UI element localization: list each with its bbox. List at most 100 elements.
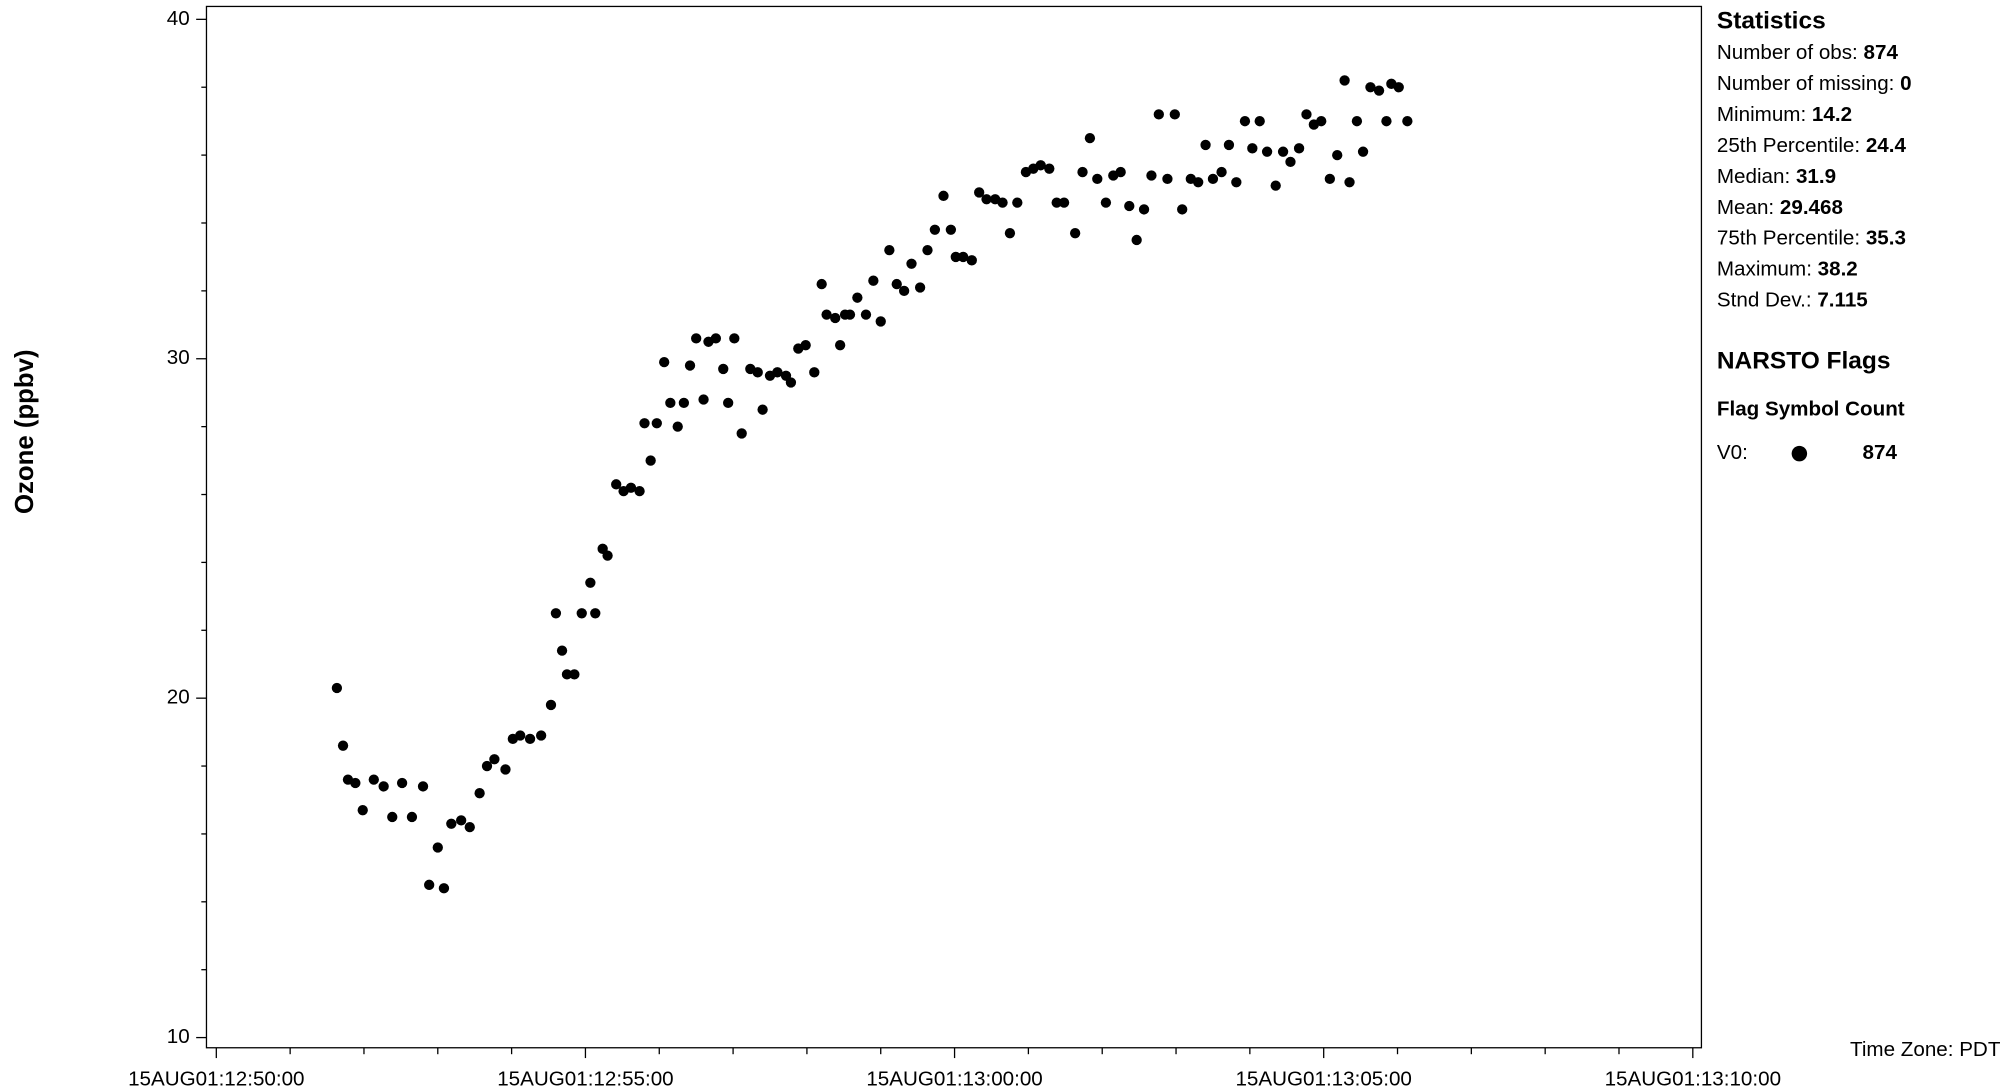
data-point	[1193, 177, 1204, 188]
x-tick-label: 15AUG01:13:05:00	[1235, 1067, 1411, 1089]
data-point	[906, 258, 917, 269]
data-point	[417, 781, 429, 792]
data-point	[929, 224, 941, 235]
data-point	[938, 190, 949, 201]
data-point	[997, 197, 1008, 208]
flags-title: NARSTO Flags	[1717, 348, 1891, 375]
data-point	[1115, 166, 1126, 178]
data-point	[966, 255, 977, 266]
data-point	[1247, 143, 1258, 154]
data-point	[659, 356, 670, 368]
data-point	[1012, 197, 1023, 208]
data-point	[710, 333, 722, 344]
data-point	[1077, 166, 1088, 178]
stat-row: Number of obs: 874	[1717, 42, 1899, 65]
data-point	[645, 455, 656, 466]
data-point	[1200, 139, 1211, 151]
data-point	[950, 251, 961, 263]
stat-label: 75th Percentile:	[1717, 227, 1860, 250]
data-point	[350, 777, 361, 789]
data-point	[1051, 197, 1062, 208]
data-point	[752, 367, 763, 378]
data-point	[852, 292, 863, 303]
data-point	[821, 309, 832, 320]
data-point	[535, 730, 547, 741]
data-point	[406, 811, 418, 823]
flag-name: V0:	[1717, 441, 1748, 464]
data-point	[625, 482, 637, 493]
data-point	[1316, 116, 1327, 127]
y-tick-label: 40	[167, 7, 190, 30]
stat-value: 35.3	[1866, 227, 1906, 250]
data-point	[1153, 109, 1164, 120]
time-zone: Time Zone: PDT	[1850, 1038, 2001, 1061]
data-point	[691, 333, 702, 344]
data-point	[545, 699, 557, 711]
data-point	[1285, 156, 1296, 168]
data-point	[576, 608, 587, 619]
data-point	[602, 550, 613, 561]
data-point	[634, 485, 645, 497]
data-point	[474, 788, 485, 799]
data-point	[500, 764, 511, 775]
stat-row: Maximum: 38.2	[1717, 258, 1858, 281]
y-tick-label: 30	[167, 346, 190, 369]
data-point	[672, 421, 683, 432]
x-tick-label: 15AUG01:13:10:00	[1605, 1067, 1781, 1089]
stat-label: Number of missing:	[1717, 73, 1895, 96]
data-point	[1254, 116, 1265, 127]
data-point	[922, 244, 933, 256]
data-point	[1138, 204, 1150, 215]
x-tick-label: 15AUG01:12:50:00	[128, 1067, 304, 1089]
data-point	[550, 608, 562, 619]
data-point	[718, 363, 729, 375]
stat-row: Minimum: 14.2	[1717, 103, 1852, 126]
x-tick-label: 15AUG01:13:00:00	[866, 1067, 1042, 1089]
data-point	[1332, 149, 1343, 161]
data-point	[331, 682, 343, 694]
stat-value: 38.2	[1818, 258, 1858, 281]
data-point	[432, 842, 443, 853]
data-point	[1124, 200, 1135, 212]
data-point	[891, 278, 902, 290]
data-point	[1223, 139, 1235, 151]
data-point	[809, 367, 820, 378]
stat-label: Median:	[1717, 165, 1790, 188]
data-point	[800, 340, 811, 351]
data-point	[424, 879, 435, 890]
data-point	[515, 730, 526, 741]
data-point	[772, 367, 783, 378]
data-point	[1365, 82, 1376, 93]
data-point	[1277, 146, 1289, 157]
data-point	[1324, 173, 1335, 185]
data-point	[611, 479, 622, 490]
stat-label: Maximum:	[1717, 258, 1812, 281]
data-point	[684, 360, 696, 371]
stat-label: Number of obs:	[1717, 42, 1858, 65]
data-point	[387, 811, 398, 823]
data-point	[1004, 228, 1016, 239]
data-point	[974, 187, 985, 198]
data-point	[438, 883, 450, 894]
data-point	[1162, 173, 1173, 185]
data-point	[1301, 109, 1312, 120]
data-point	[1339, 75, 1350, 86]
stat-label: 25th Percentile:	[1717, 134, 1860, 157]
data-point	[556, 645, 568, 656]
x-tick-label: 15AUG01:12:55:00	[497, 1067, 673, 1089]
data-point	[1231, 177, 1242, 188]
data-point	[1207, 173, 1219, 185]
data-point	[785, 377, 797, 388]
plot-frame	[205, 5, 1703, 1049]
data-point	[875, 316, 886, 327]
data-point	[698, 394, 709, 405]
data-point	[1293, 143, 1305, 154]
stat-label: Stnd Dev.:	[1717, 289, 1812, 312]
data-point	[1261, 146, 1273, 157]
stat-value: 24.4	[1866, 134, 1907, 157]
data-point	[396, 777, 408, 789]
stat-row: Number of missing: 0	[1717, 73, 1912, 96]
data-point	[958, 251, 969, 263]
data-point	[1092, 173, 1103, 185]
